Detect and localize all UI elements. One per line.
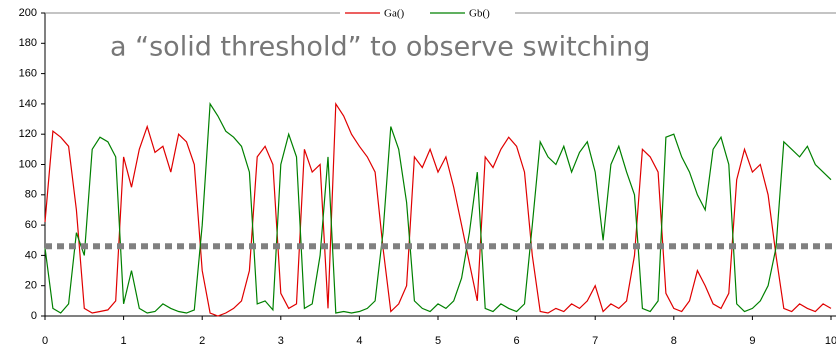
y-tick-label: 60 <box>25 219 37 231</box>
legend-box <box>340 6 515 21</box>
y-tick-label: 40 <box>25 249 37 261</box>
x-tick-label: 1 <box>121 335 127 347</box>
y-tick-label: 0 <box>31 310 37 322</box>
y-tick-label: 160 <box>19 68 37 80</box>
x-tick-label: 9 <box>749 335 755 347</box>
x-tick-label: 8 <box>671 335 677 347</box>
y-tick-label: 120 <box>19 128 37 140</box>
legend-label: Gb() <box>469 8 490 20</box>
legend-label: Ga() <box>384 8 404 20</box>
y-tick-label: 200 <box>19 7 37 19</box>
y-tick-label: 80 <box>25 189 37 201</box>
y-tick-label: 140 <box>19 98 37 110</box>
x-tick-label: 3 <box>278 335 284 347</box>
x-tick-label: 7 <box>592 335 598 347</box>
x-tick-label: 4 <box>356 335 362 347</box>
x-tick-label: 2 <box>199 335 205 347</box>
y-tick-label: 100 <box>19 158 37 170</box>
y-tick-label: 180 <box>19 37 37 49</box>
x-tick-label: 10 <box>825 335 836 347</box>
x-tick-label: 0 <box>42 335 48 347</box>
annotation: a “solid threshold” to observe switching <box>110 32 650 63</box>
x-tick-label: 6 <box>514 335 520 347</box>
series-line <box>44 101 832 317</box>
x-tick-label: 5 <box>435 335 441 347</box>
y-tick-label: 20 <box>25 280 37 292</box>
series-line <box>44 102 832 314</box>
